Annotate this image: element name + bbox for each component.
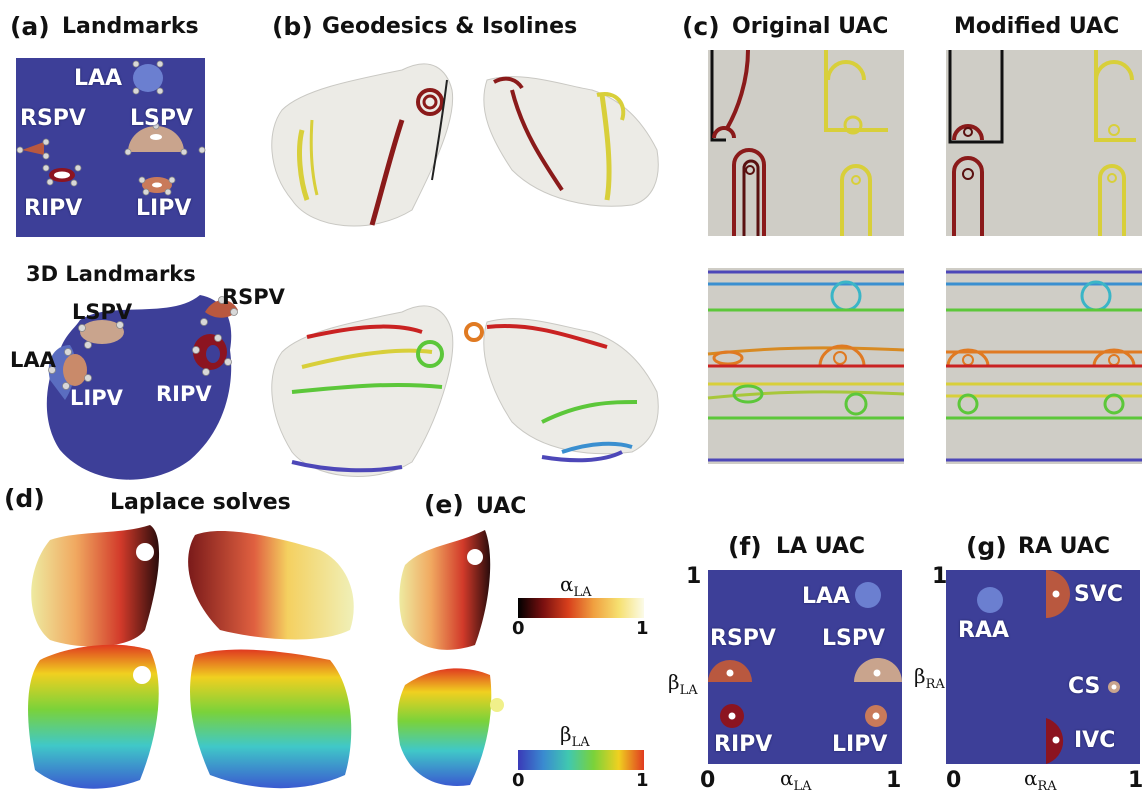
la-y-tick-1: 1 bbox=[686, 564, 702, 589]
lipv-patch bbox=[63, 354, 87, 386]
alpha-colorbar bbox=[518, 598, 644, 618]
panel-a-letter: (a) bbox=[10, 12, 50, 41]
label3d-rspv: RSPV bbox=[222, 285, 285, 309]
la-label-lipv: LIPV bbox=[832, 732, 888, 757]
geodesics-meshes bbox=[271, 63, 659, 227]
panel-a-title: Landmarks bbox=[62, 14, 199, 39]
mesh-left bbox=[271, 63, 454, 227]
alpha-colorbar-label: αLA bbox=[560, 572, 592, 600]
ra-y-tick-1: 1 bbox=[932, 564, 948, 589]
label-laa: LAA bbox=[74, 66, 123, 91]
geodesic-modified-plot bbox=[946, 50, 1142, 236]
label3d-lspv: LSPV bbox=[72, 300, 133, 324]
ra-x-label: αRA bbox=[1024, 766, 1057, 794]
atrium-3d-landmarks bbox=[46, 295, 238, 480]
uac-beta-mesh bbox=[397, 668, 492, 786]
isoline-modified-plot bbox=[946, 268, 1142, 464]
la-uac-shapes bbox=[708, 582, 902, 728]
ra-x-tick-0: 0 bbox=[946, 768, 962, 793]
lspv-patch bbox=[80, 320, 124, 344]
label-lspv: LSPV bbox=[130, 106, 194, 131]
landmarks-2d-shapes bbox=[16, 60, 206, 196]
laplace-beta-right bbox=[190, 649, 352, 789]
ra-x-tick-1: 1 bbox=[1128, 768, 1144, 793]
alpha-colorbar-max: 1 bbox=[636, 618, 649, 639]
la-x-tick-1: 1 bbox=[886, 768, 902, 793]
mesh-right bbox=[483, 76, 659, 207]
label-lipv: LIPV bbox=[136, 196, 192, 221]
panel-g-title: RA UAC bbox=[1018, 534, 1110, 559]
beta-colorbar-max: 1 bbox=[636, 770, 649, 791]
ra-uac-plot: RAA SVC CS IVC bbox=[946, 570, 1140, 764]
la-x-tick-0: 0 bbox=[700, 768, 716, 793]
label3d-laa: LAA bbox=[10, 348, 56, 372]
label3d-lipv: LIPV bbox=[70, 386, 123, 410]
ra-label-ivc: IVC bbox=[1074, 728, 1116, 753]
panel-c-title-left: Original UAC bbox=[732, 14, 889, 39]
rspv-patch bbox=[205, 300, 238, 318]
panel-b-title: Geodesics & Isolines bbox=[322, 14, 578, 39]
laa-disc bbox=[133, 64, 163, 92]
la-y-label: βLA bbox=[668, 670, 698, 698]
la-label-ripv: RIPV bbox=[714, 732, 773, 757]
label-ripv: RIPV bbox=[24, 196, 83, 221]
label3d-ripv: RIPV bbox=[156, 382, 212, 406]
laplace-alpha-right bbox=[188, 530, 354, 640]
alpha-colorbar-min: 0 bbox=[512, 618, 525, 639]
beta-colorbar-label: βLA bbox=[560, 722, 590, 750]
panel-b-letter: (b) bbox=[272, 12, 313, 41]
panel-c-title-right: Modified UAC bbox=[954, 14, 1120, 39]
beta-colorbar bbox=[518, 750, 644, 770]
ra-label-raa: RAA bbox=[958, 618, 1009, 643]
landmark-points bbox=[16, 60, 206, 196]
laplace-meshes bbox=[28, 525, 354, 789]
la-x-label: αLA bbox=[780, 766, 812, 794]
isoline-original-plot bbox=[707, 268, 905, 464]
laplace-alpha-left bbox=[31, 525, 160, 647]
panel-d-letter: (d) bbox=[4, 484, 45, 513]
panel-e-title: UAC bbox=[476, 494, 527, 519]
isolines-meshes bbox=[271, 305, 659, 477]
geodesic-original-plot bbox=[708, 49, 904, 236]
panel-f-letter: (f) bbox=[728, 532, 762, 561]
label-rspv: RSPV bbox=[20, 106, 86, 131]
panel-g-letter: (g) bbox=[966, 532, 1007, 561]
panel-c-letter: (c) bbox=[682, 12, 720, 41]
laplace-beta-left bbox=[28, 644, 159, 789]
ra-label-cs: CS bbox=[1068, 674, 1101, 699]
landmarks-2d-box: LAA RSPV LSPV RIPV LIPV bbox=[16, 58, 206, 237]
la-label-rspv: RSPV bbox=[710, 626, 776, 651]
panel-d-title: Laplace solves bbox=[110, 490, 291, 515]
ra-uac-shapes bbox=[977, 570, 1120, 764]
ra-label-svc: SVC bbox=[1074, 582, 1124, 607]
uac-alpha-mesh bbox=[399, 530, 491, 650]
la-label-lspv: LSPV bbox=[822, 626, 886, 651]
uac-meshes bbox=[397, 530, 504, 786]
la-label-laa: LAA bbox=[802, 584, 851, 609]
panel-e-letter: (e) bbox=[424, 490, 464, 519]
ra-y-label: βRA bbox=[914, 664, 945, 692]
rspv-shape bbox=[22, 142, 44, 155]
beta-colorbar-min: 0 bbox=[512, 770, 525, 791]
la-uac-plot: LAA RSPV LSPV RIPV LIPV bbox=[708, 570, 902, 764]
panel-a-subtitle: 3D Landmarks bbox=[26, 262, 196, 286]
panel-f-title: LA UAC bbox=[776, 534, 866, 559]
